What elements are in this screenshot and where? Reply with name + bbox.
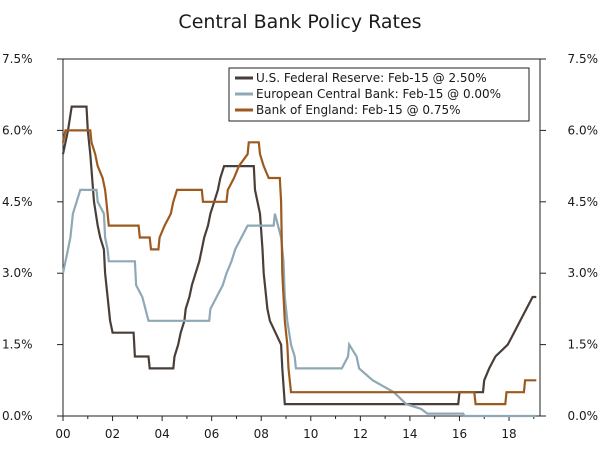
y-tick-label-right: 6.0%: [568, 123, 599, 137]
series-line-1: [61, 188, 537, 418]
y-tick-label-left: 7.5%: [2, 52, 33, 66]
x-tick-label: 10: [303, 427, 318, 441]
y-tick-label-left: 4.5%: [2, 195, 33, 209]
x-tick-label: 14: [402, 427, 417, 441]
x-tick-label: 08: [254, 427, 269, 441]
chart-title: Central Bank Policy Rates: [178, 11, 421, 33]
legend-label-0: U.S. Federal Reserve: Feb-15 @ 2.50%: [256, 71, 487, 85]
series-lines: [61, 105, 537, 418]
y-tick-label-left: 1.5%: [2, 338, 33, 352]
legend: U.S. Federal Reserve: Feb-15 @ 2.50% Euro…: [228, 67, 530, 122]
plot-frame: [62, 58, 541, 417]
y-tick-label-right: 3.0%: [568, 266, 599, 280]
x-tick-label: 06: [204, 427, 219, 441]
x-tick-label: 02: [105, 427, 120, 441]
x-tick-label: 18: [501, 427, 516, 441]
series-line-0: [61, 105, 537, 406]
legend-box: [228, 67, 530, 122]
x-tick-label: 12: [353, 427, 368, 441]
x-tick-label: 00: [55, 427, 70, 441]
x-tick-label: 16: [452, 427, 467, 441]
y-tick-label-right: 0.0%: [568, 409, 599, 423]
y-tick-label-left: 3.0%: [2, 266, 33, 280]
axes-group: 0.0% 0.0% 1.5% 1.5% 3.0% 3.0% 4.5% 4.5% 6.0% 6.0%…: [2, 52, 598, 441]
y-tick-label-left: 6.0%: [2, 123, 33, 137]
series-line-2: [61, 129, 537, 406]
y-tick-label-right: 7.5%: [568, 52, 599, 66]
y-tick-label-left: 0.0%: [2, 409, 33, 423]
legend-label-1: European Central Bank: Feb-15 @ 0.00%: [256, 87, 501, 101]
legend-label-2: Bank of England: Feb-15 @ 0.75%: [256, 103, 461, 117]
y-tick-label-right: 1.5%: [568, 338, 599, 352]
y-tick-label-right: 4.5%: [568, 195, 599, 209]
x-tick-label: 04: [154, 427, 169, 441]
